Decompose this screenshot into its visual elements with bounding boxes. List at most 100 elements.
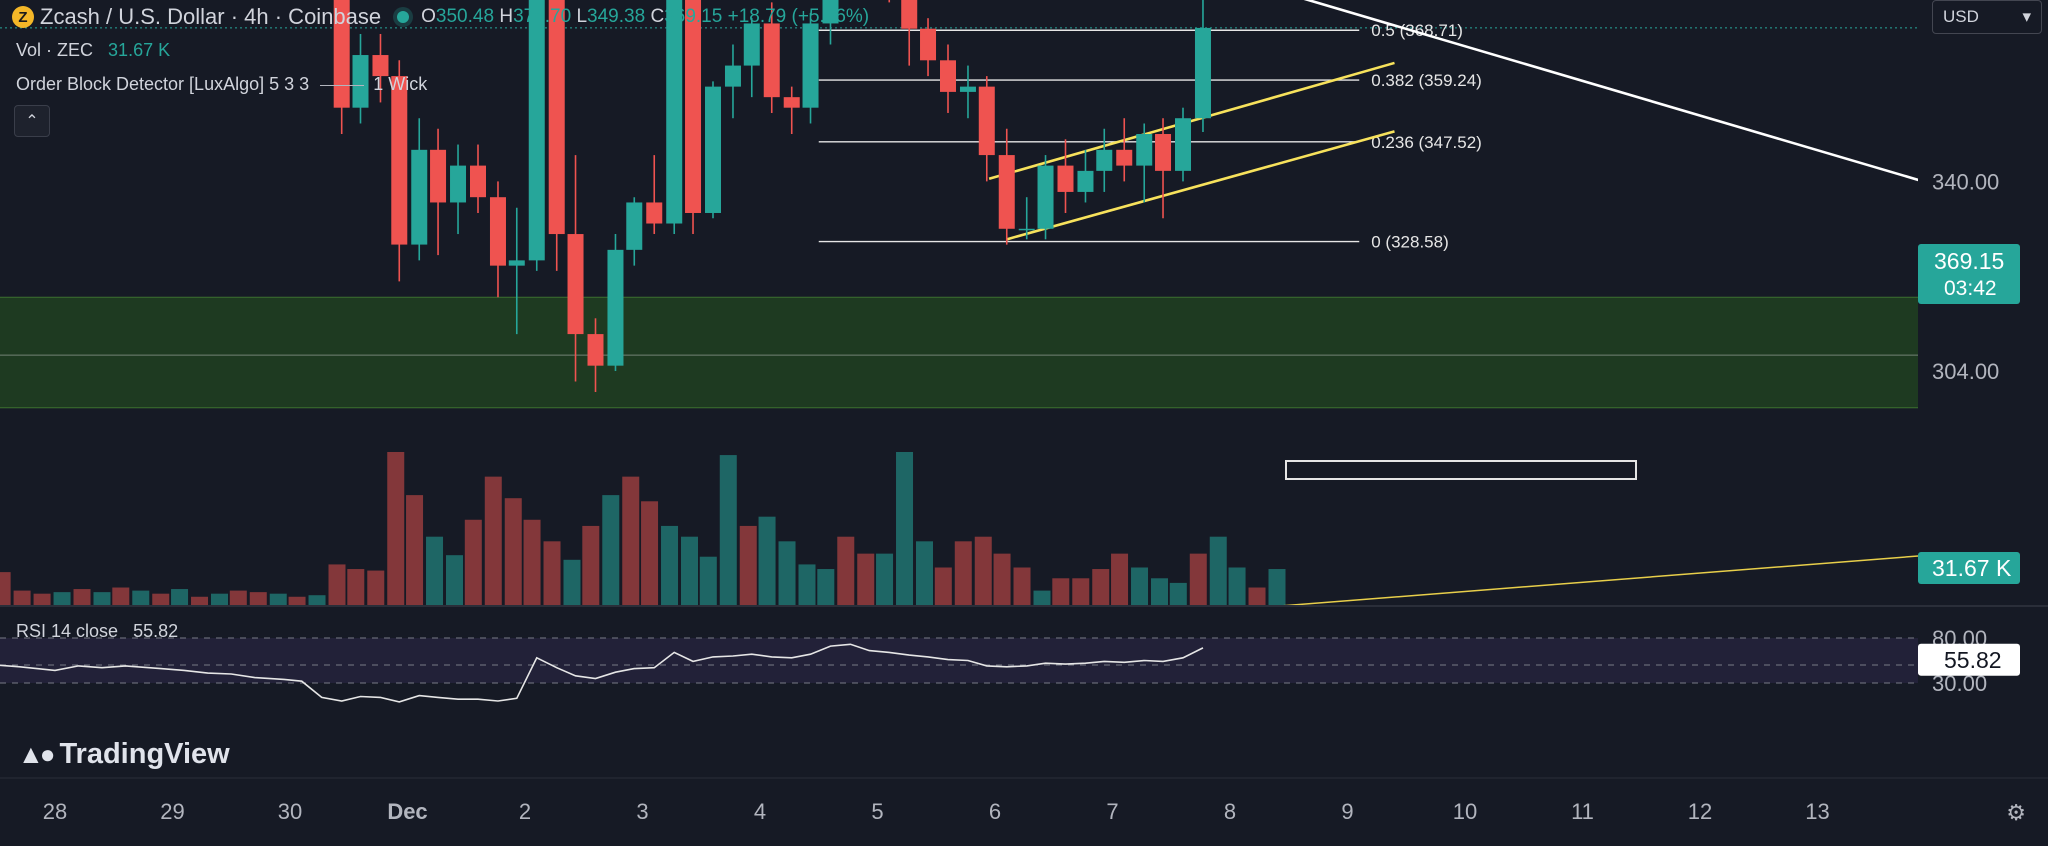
time-tick-label: 3 (636, 799, 648, 824)
candle-body (959, 86, 976, 92)
volume-bar (484, 476, 502, 606)
candle-body (1136, 134, 1153, 166)
rsi-pane (0, 637, 1918, 703)
time-tick-label: 7 (1106, 799, 1118, 824)
channel-lower-line (1006, 130, 1395, 241)
rsi-line (0, 643, 1204, 703)
fib-level-label: 0.5 (368.71) (1371, 21, 1463, 40)
volume-bar (53, 592, 71, 606)
time-tick-label: 8 (1224, 799, 1236, 824)
candle-body (607, 249, 624, 366)
last-price-badge-label: 369.15 (1934, 248, 2004, 274)
volume-bar (229, 590, 247, 606)
zcash-coin-icon: Z (12, 6, 34, 28)
volume-bar (1013, 567, 1031, 606)
volume-bar (0, 572, 11, 606)
volume-bar (1033, 590, 1051, 606)
time-tick-label: 28 (43, 799, 67, 824)
volume-bar (817, 569, 835, 606)
low-value: 349.38 (587, 6, 646, 27)
candle-body (1096, 149, 1113, 171)
volume-bar (934, 567, 952, 606)
volume-bar (798, 564, 816, 606)
volume-bar (387, 452, 405, 606)
order-block-wick: 1 Wick (373, 74, 428, 94)
settings-icon[interactable]: ⚙ (2006, 800, 2026, 825)
fib-level-label: 0.236 (347.52) (1371, 133, 1482, 152)
volume-bar (308, 595, 326, 606)
solid-trendline (1303, 0, 1918, 182)
candle-body (1018, 228, 1035, 231)
time-tick-label: 4 (754, 799, 766, 824)
volume-bar (93, 592, 111, 606)
open-value: 350.48 (435, 6, 495, 27)
time-tick-label: 5 (871, 799, 883, 824)
tradingview-logo[interactable]: ▲● TradingView (18, 738, 230, 771)
rsi-legend-value: 55.82 (133, 621, 179, 641)
volume-bar (602, 495, 620, 606)
chevron-up-icon: ⌃ (25, 113, 39, 130)
candle-body (901, 0, 918, 29)
volume-bar (523, 519, 541, 606)
volume-bar (719, 455, 737, 606)
volume-bar (1209, 536, 1227, 606)
tradingview-brand-text: TradingView (59, 738, 230, 770)
candle-body (763, 23, 780, 98)
time-tick-label: 2 (519, 799, 531, 824)
currency-select[interactable]: USD ▾ (1932, 0, 2042, 34)
volume-bar (426, 536, 444, 606)
candle-body (920, 28, 937, 61)
price-tick-label: 340.00 (1932, 169, 1999, 194)
fib-level-label: 0.382 (359.24) (1371, 71, 1482, 90)
rsi-legend[interactable]: RSI 14 close 55.82 (16, 621, 178, 642)
candle-body (508, 260, 525, 266)
volume-bar (1268, 569, 1286, 606)
volume-legend[interactable]: Vol · ZEC 31.67 K (16, 40, 170, 61)
order-block-legend[interactable]: Order Block Detector [LuxAlgo] 5 3 3 1 W… (16, 74, 427, 95)
candle-body (411, 149, 428, 245)
volume-bar (582, 525, 600, 606)
volume-bar (622, 476, 640, 606)
volume-bar (778, 541, 796, 606)
volume-bar (33, 593, 51, 606)
chevron-down-icon: ▾ (2022, 7, 2031, 26)
volume-bar (1248, 587, 1266, 606)
bullish-order-block (0, 296, 1918, 409)
volume-bar (837, 536, 855, 606)
volume-bar (758, 516, 776, 606)
candle-body (528, 0, 545, 261)
volume-legend-label: Vol · ZEC (16, 40, 94, 60)
collapse-legend-button[interactable]: ⌃ (14, 105, 50, 137)
volume-bar (993, 553, 1011, 606)
rsi-value-badge (1918, 643, 2020, 676)
last-price-badge (1918, 244, 2020, 304)
volume-bar (896, 452, 914, 606)
volume-bar (681, 536, 698, 606)
volume-bar (347, 569, 365, 606)
main-pane: 1 (408.85)0.786 (391.67)0.702 (384.93)0.… (0, 0, 1918, 606)
volume-bar (1151, 578, 1168, 606)
symbol-title[interactable]: Zcash / U.S. Dollar · 4h · Coinbase (40, 4, 382, 29)
volume-bar (504, 498, 522, 606)
high-value: 375.70 (513, 6, 572, 27)
candle-body (783, 97, 800, 108)
candle-body (1057, 165, 1074, 192)
volume-bar (288, 596, 306, 606)
volume-bar (641, 501, 659, 606)
volume-bar (1228, 567, 1246, 606)
volume-bar (132, 590, 150, 606)
candle-body (666, 0, 683, 224)
candle-body (372, 55, 389, 77)
volume-bar (406, 495, 424, 606)
volume-bar (563, 559, 581, 606)
volume-bar (1092, 569, 1110, 606)
time-tick-label: 10 (1453, 799, 1477, 824)
candle-body (391, 76, 408, 245)
candle-body (470, 165, 486, 198)
candle-body (430, 149, 447, 203)
volume-bar (699, 556, 717, 606)
volume-bar (857, 553, 875, 606)
volume-bar (1072, 578, 1090, 606)
volume-bar (876, 553, 894, 606)
